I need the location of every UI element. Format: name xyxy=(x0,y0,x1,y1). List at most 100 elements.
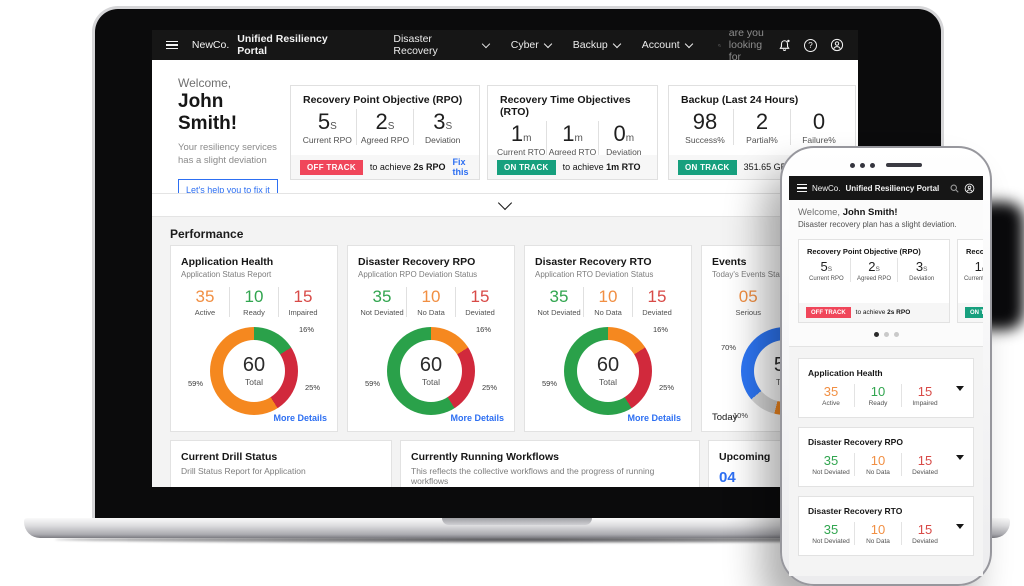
phone-welcome-block: Welcome, John Smith! Disaster recovery p… xyxy=(789,200,983,233)
carousel-dot[interactable] xyxy=(883,332,889,337)
page-title: Unified Resiliency Portal xyxy=(845,183,940,193)
carousel-dots[interactable] xyxy=(789,325,983,346)
hero-section: Welcome, John Smith! Your resiliency ser… xyxy=(152,60,858,201)
stat-deviated: 15 Deviated xyxy=(901,522,948,545)
kpi-carousel[interactable]: Recovery Point Objective (RPO) 5S Curren… xyxy=(789,233,983,325)
stat-no-data: 10 No Data xyxy=(854,453,901,476)
search-icon xyxy=(717,43,721,47)
card-subtitle: Application Status Report xyxy=(181,270,272,279)
card-title: Disaster Recovery RPO xyxy=(358,256,476,268)
stat-not-deviated: 35 Not Deviated xyxy=(360,287,404,317)
menu-account[interactable]: Account xyxy=(642,39,693,51)
nav-action-icons: ? xyxy=(778,38,844,52)
chevron-down-icon xyxy=(543,39,552,48)
card-subtitle: Today's Events Status xyxy=(712,270,791,279)
more-details-link[interactable]: More Details xyxy=(450,413,504,423)
hamburger-menu-icon[interactable] xyxy=(166,40,178,50)
stat-no-data: 10 No Data xyxy=(583,287,632,317)
menu-backup[interactable]: Backup xyxy=(573,39,622,51)
earpiece-speaker xyxy=(886,163,922,167)
camera-dot xyxy=(860,162,865,168)
card-title: Recovery Time Objectives (RTO) xyxy=(966,247,983,256)
donut-chart: 60 Total 16% 25% 59% xyxy=(188,325,320,421)
status-badge: OFF TRACK xyxy=(806,307,851,318)
laptop-base-shadow xyxy=(55,536,969,543)
menu-cyber[interactable]: Cyber xyxy=(511,39,552,51)
account-avatar-icon[interactable] xyxy=(830,38,844,52)
carousel-dot[interactable] xyxy=(893,332,899,337)
stat-current-rpo: 5S Current RPO xyxy=(808,259,844,282)
kpi-stats: 5S Current RPO 2S Agreed RPO 3S Deviatio… xyxy=(291,106,479,145)
status-badge: ON TRACK xyxy=(965,307,983,318)
card-subtitle: Drill Status Report for Application xyxy=(181,466,306,476)
stat-current-rpo: 5S Current RPO xyxy=(302,109,352,145)
card-subtitle: This reflects the collective workflows a… xyxy=(411,466,655,486)
camera-dot xyxy=(870,162,875,168)
phone-mockup: NewCo. Unified Resiliency Portal Welcome… xyxy=(780,146,992,586)
welcome-message: Your resiliency services has a slight de… xyxy=(178,142,277,166)
stat-deviation: 3S Deviation xyxy=(897,258,945,282)
stat-no-data: 10 No Data xyxy=(406,287,455,317)
hamburger-menu-icon[interactable] xyxy=(797,183,807,193)
collapse-expander[interactable] xyxy=(152,193,858,217)
camera-dot xyxy=(850,162,855,168)
more-details-link[interactable]: More Details xyxy=(273,413,327,423)
account-avatar-icon[interactable] xyxy=(964,183,975,194)
stat-ready: 10 Ready xyxy=(854,384,901,407)
laptop-lid: NewCo. Unified Resiliency Portal Disaste… xyxy=(92,6,944,518)
stat-agreed-rpo: 2S Agreed RPO xyxy=(849,258,898,282)
card-title: Recovery Point Objective (RPO) xyxy=(303,94,463,106)
expand-caret-icon[interactable] xyxy=(956,386,964,391)
more-details-link[interactable]: More Details xyxy=(627,413,681,423)
stat-no-data: 10 No Data xyxy=(854,522,901,545)
status-badge: OFF TRACK xyxy=(300,159,363,175)
search-icon[interactable] xyxy=(950,184,959,193)
expand-caret-icon[interactable] xyxy=(956,524,964,529)
status-text: to achieve 2s RPO xyxy=(369,162,446,172)
menu-disaster-recovery[interactable]: Disaster Recovery xyxy=(393,33,490,57)
kpi-footer: OFF TRACK to achieve 2s RPO xyxy=(799,303,949,322)
help-icon[interactable]: ? xyxy=(804,38,817,52)
stat-current-rto: 1m Current RTO xyxy=(496,121,546,157)
card-disaster-recovery-rpo: Disaster Recovery RPO 35 Not Deviated 10… xyxy=(798,427,974,487)
events-time-filter-dropdown[interactable]: Today xyxy=(712,411,858,423)
card-current-drill-status: Current Drill Status Drill Status Report… xyxy=(170,440,392,487)
card-title: Disaster Recovery RTO xyxy=(808,506,903,516)
fix-this-link[interactable]: Fix this xyxy=(452,157,469,177)
stat-deviation: 0m Deviation xyxy=(597,121,649,157)
stat-deviation: 3S Deviation xyxy=(413,109,471,145)
brand-name: NewCo. xyxy=(191,39,230,51)
card-title: Application Health xyxy=(181,256,274,268)
stat-impaired: 15 Impaired xyxy=(901,384,948,407)
welcome-greeting: Welcome, John Smith! xyxy=(798,207,898,218)
kpi-stats: 1m Current RTO 1m Agreed RTO 0m Deviatio… xyxy=(488,118,657,157)
card-title: Disaster Recovery RPO xyxy=(808,437,903,447)
phone-kpi-carousel-section: Recovery Point Objective (RPO) 5S Curren… xyxy=(789,233,983,347)
status-badge: ON TRACK xyxy=(497,159,556,175)
stat-deviated: 15 Deviated xyxy=(632,287,681,317)
stat-active: 35 Active xyxy=(822,384,840,407)
card-running-workflows: Currently Running Workflows This reflect… xyxy=(400,440,700,487)
welcome-greeting: Welcome, xyxy=(178,76,232,90)
status-badge: ON TRACK xyxy=(678,159,737,175)
stat-ready: 10 Ready xyxy=(229,287,278,317)
stat-partial: 2 Partial% xyxy=(733,109,790,145)
card-application-health: Application Health 35 Active 10 Ready 15… xyxy=(798,358,974,418)
stat-not-deviated: 35 Not Deviated xyxy=(537,287,581,317)
stat-not-deviated: 35 Not Deviated xyxy=(812,453,850,476)
notification-bell-icon[interactable] xyxy=(778,39,791,52)
chevron-down-icon xyxy=(497,195,513,210)
card-title: Backup (Last 24 Hours) xyxy=(681,94,799,106)
upcoming-count: 04 xyxy=(719,469,736,486)
stat-failure: 0 Failure% xyxy=(790,109,847,145)
phone-top-nav: NewCo. Unified Resiliency Portal xyxy=(789,176,983,200)
kpi-stats: 1m Current RTO xyxy=(958,256,983,282)
card-title: Disaster Recovery RTO xyxy=(535,256,652,268)
donut-chart: 60 Total 16% 25% 59% xyxy=(365,325,497,421)
expand-caret-icon[interactable] xyxy=(956,455,964,460)
stat-deviated: 15 Deviated xyxy=(455,287,504,317)
kpi-card-backup: Backup (Last 24 Hours) 98 Success% 2 Par… xyxy=(668,85,856,180)
laptop-screen: NewCo. Unified Resiliency Portal Disaste… xyxy=(152,30,858,487)
top-nav: NewCo. Unified Resiliency Portal Disaste… xyxy=(152,30,858,75)
carousel-dot-active[interactable] xyxy=(873,332,879,337)
